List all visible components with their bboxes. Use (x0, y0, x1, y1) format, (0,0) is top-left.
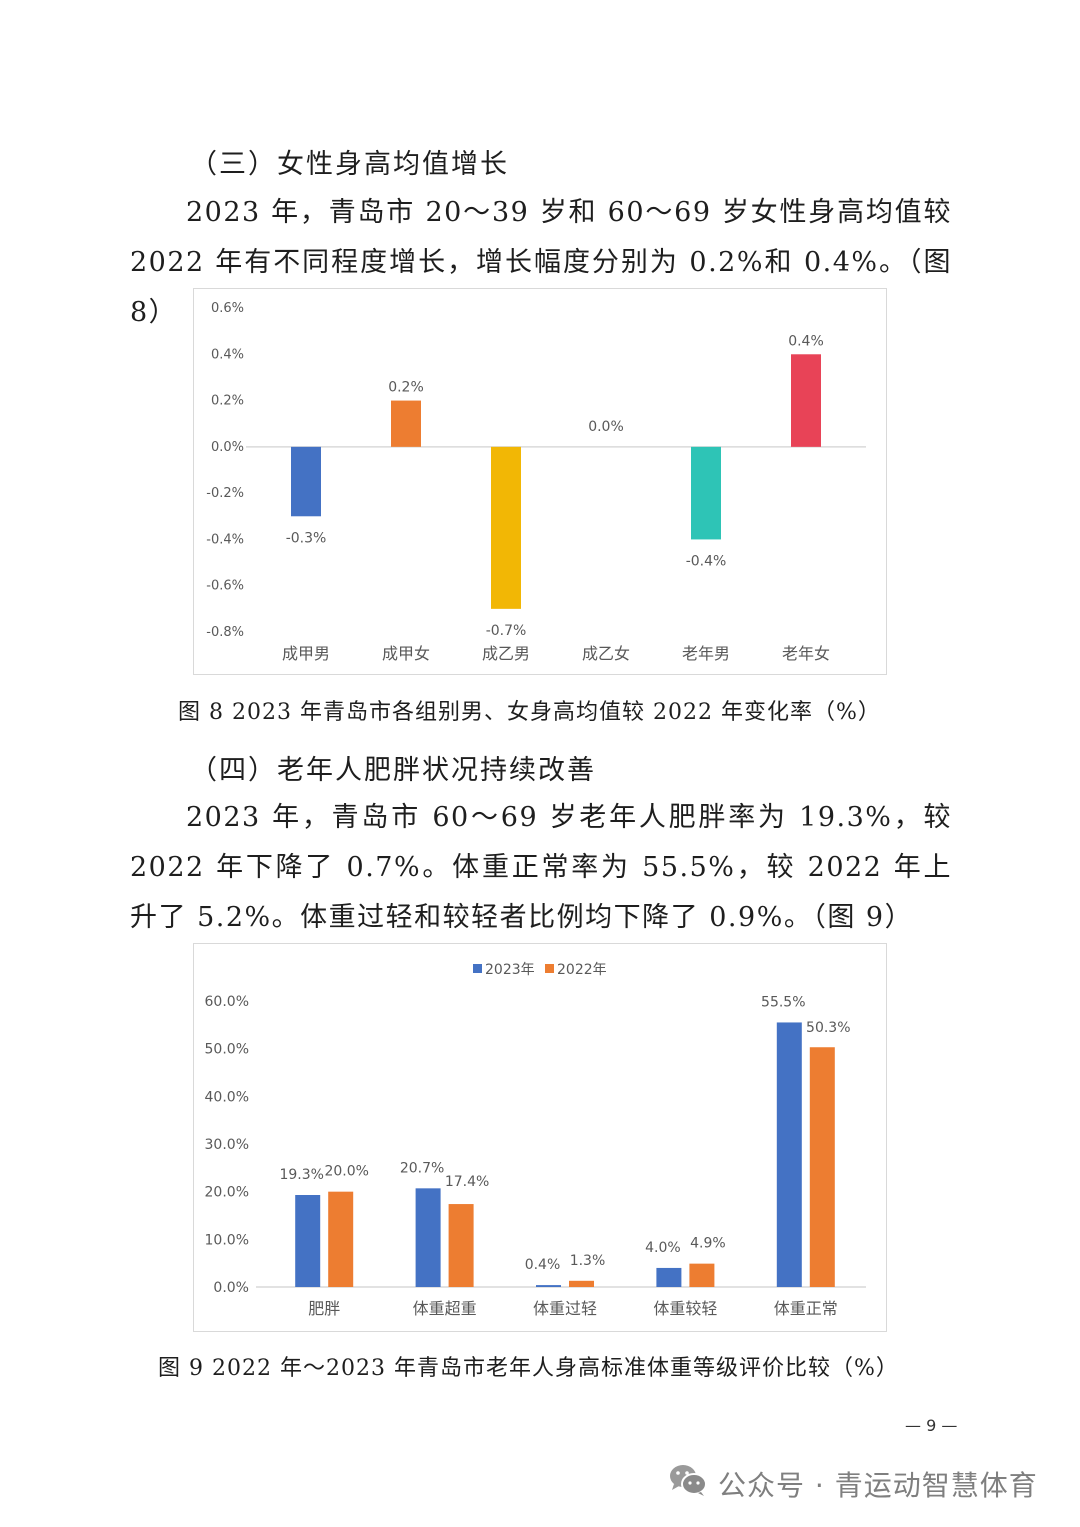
y-tick-label: -0.4% (206, 532, 244, 547)
data-label: -0.4% (686, 553, 727, 569)
category-label: 体重较轻 (653, 1299, 717, 1318)
bar (291, 446, 321, 517)
data-label: 0.4% (525, 1257, 561, 1273)
category-label: 老年男 (682, 644, 730, 663)
bar (791, 354, 821, 447)
y-tick-label: 0.0% (211, 440, 244, 455)
y-tick-label: -0.6% (206, 579, 244, 594)
section-3-heading: （三）女性身高均值增长 (190, 149, 509, 180)
y-tick-label: 0.4% (211, 347, 244, 362)
section-3-paragraph: 2023 年，青岛市 20～39 岁和 60～69 岁女性身高均值较 2022 … (130, 197, 952, 328)
data-label: 20.0% (324, 1164, 368, 1180)
bar (391, 400, 421, 447)
y-tick-label: 0.6% (211, 301, 244, 316)
data-label: 17.4% (445, 1174, 489, 1190)
legend-label: 2022年 (557, 962, 607, 978)
data-label: 4.9% (690, 1236, 726, 1252)
category-label: 体重正常 (774, 1299, 838, 1318)
wechat-icon (668, 1463, 708, 1504)
watermark-text: 公众号 · 青运动智慧体育 (718, 1468, 1038, 1502)
bar (328, 1191, 354, 1287)
data-label: 0.4% (788, 333, 824, 349)
legend-label: 2023年 (485, 962, 535, 978)
bar (809, 1047, 835, 1287)
y-tick-label: 30.0% (205, 1137, 249, 1153)
category-label: 老年女 (782, 644, 830, 663)
data-label: 19.3% (279, 1167, 323, 1183)
figure-8-bar-chart: 0.6% 0.4% 0.2% 0.0% -0.2% -0.4% -0.6% -0.8% -0.3… (206, 301, 866, 663)
figure-8-chart: 0.6% 0.4% 0.2% 0.0% -0.2% -0.4% -0.6% -0.8% -0.3… (193, 288, 887, 675)
category-label: 体重超重 (413, 1299, 477, 1318)
category-label: 肥胖 (308, 1299, 340, 1318)
data-label: 4.0% (645, 1240, 681, 1256)
bar (656, 1267, 682, 1287)
y-tick-label: -0.2% (206, 486, 244, 501)
bar (536, 1285, 561, 1287)
y-tick-label: -0.8% (206, 625, 244, 640)
figure-9-chart: 60.0% 50.0% 40.0% 30.0% 20.0% 10.0% 0.0% 2023年 2… (193, 943, 887, 1332)
y-tick-label: 20.0% (205, 1185, 249, 1201)
figure-8-caption: 图 8 2023 年青岛市各组别男、女身高均值较 2022 年变化率（%） (178, 700, 881, 725)
bar (491, 446, 521, 609)
category-label: 成乙女 (582, 644, 630, 663)
legend-swatch (473, 964, 482, 973)
y-tick-label: 60.0% (205, 994, 249, 1010)
bar (448, 1204, 474, 1287)
category-label: 成甲男 (282, 644, 330, 663)
data-label: 55.5% (761, 994, 805, 1010)
data-label: 0.2% (388, 380, 424, 396)
section-4-heading: （四）老年人肥胖状况持续改善 (190, 755, 596, 786)
data-label: -0.3% (286, 530, 327, 546)
y-tick-label: 40.0% (205, 1089, 249, 1105)
bar (776, 1022, 802, 1287)
section-4-paragraph: 2023 年，青岛市 60～69 岁老年人肥胖率为 19.3%，较 2022 年… (130, 802, 952, 933)
bar (569, 1280, 594, 1287)
legend-swatch (545, 964, 554, 973)
category-label: 成甲女 (382, 644, 430, 663)
watermark: 公众号 · 青运动智慧体育 (668, 1463, 1038, 1504)
figure-9-caption: 图 9 2022 年～2023 年青岛市老年人身高标准体重等级评价比较（%） (158, 1356, 899, 1381)
page-number: — 9 — (905, 1416, 958, 1435)
data-label: 0.0% (588, 419, 624, 435)
y-tick-label: 0.0% (213, 1280, 249, 1296)
data-label: 50.3% (806, 1020, 850, 1036)
y-tick-label: 10.0% (205, 1232, 249, 1248)
bar (415, 1188, 441, 1287)
category-label: 成乙男 (482, 644, 530, 663)
figure-9-bar-chart: 60.0% 50.0% 40.0% 30.0% 20.0% 10.0% 0.0% 2023年 2… (205, 962, 866, 1318)
category-label: 体重过轻 (533, 1299, 597, 1318)
bar (689, 1263, 715, 1287)
y-tick-label: 0.2% (211, 394, 244, 409)
bar (691, 446, 721, 540)
y-tick-label: 50.0% (205, 1042, 249, 1058)
data-label: 20.7% (400, 1160, 444, 1176)
bar (295, 1195, 321, 1287)
data-label: -0.7% (486, 623, 527, 639)
data-label: 1.3% (570, 1253, 606, 1269)
